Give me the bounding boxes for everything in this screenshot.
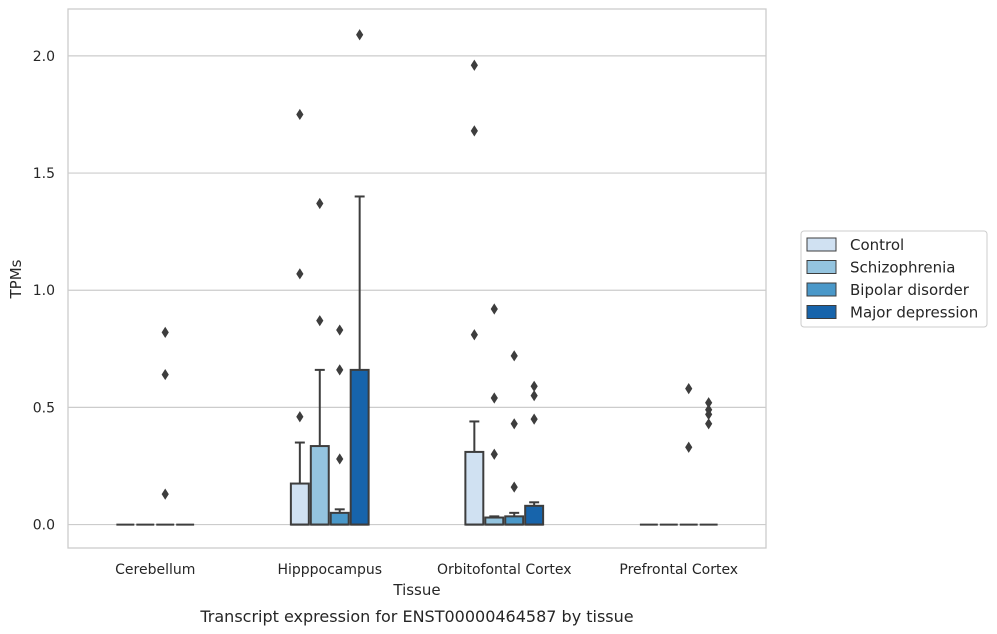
x-axis-label: Tissue [392,581,440,599]
gridlines [68,55,766,526]
y-axis-label: TPMs [7,259,25,299]
outlier-point [470,329,478,341]
legend-swatch [806,260,837,274]
outliers [161,29,713,500]
box-schizophrenia [484,515,505,526]
outlier-point [530,380,538,392]
box-body [349,368,370,526]
x-tick-label: Cerebellum [115,562,195,578]
y-tick-label: 2.0 [33,49,55,65]
legend-frame [800,230,988,328]
outlier-point [296,108,304,121]
box-control [464,420,485,526]
y-tick-label: 0.5 [33,400,55,416]
outlier-point [510,418,518,430]
outlier-point [490,392,498,404]
box-body [484,516,505,526]
box-major-depression [349,195,370,526]
plot-area-frame [67,8,767,549]
x-tick-label: Prefrontal Cortex [619,562,738,578]
box-major-depression [524,501,545,526]
legend-swatch [806,305,837,319]
box-body [504,515,525,526]
box-schizophrenia [309,368,330,526]
outlier-point [510,481,518,493]
outlier-point [296,411,304,423]
box-body [289,482,310,526]
y-tick-label: 1.5 [33,166,55,182]
outlier-point [685,383,693,395]
legend-swatch [806,282,837,297]
outlier-point [316,197,324,210]
chart-caption: Transcript expression for ENST0000046458… [199,607,633,626]
legend-label: Control [850,236,904,254]
outlier-point [470,125,478,137]
x-tick-label: Orbitofontal Cortex [437,562,572,578]
legend-entries: Control Schizophrenia Bipolar disorder Majo… [806,236,978,322]
box-control [289,441,310,526]
outlier-point [336,364,344,376]
outlier-point [705,418,713,430]
box-body [309,445,330,526]
outlier-point [336,324,344,336]
legend-label: Schizophrenia [850,259,955,277]
y-tick-label: 1.0 [33,283,55,299]
x-axis-ticks: Cerebellum Hipppocampus Orbitofontal Corte… [115,562,738,578]
box-bipolar-disorder [329,508,350,526]
box-body [464,450,485,526]
outlier-point [705,404,713,416]
outlier-point [356,29,364,41]
outlier-point [705,397,713,409]
outlier-point [296,268,304,280]
outlier-point [161,368,169,381]
y-axis-ticks: 0.0 0.5 1.0 1.5 2.0 [33,49,55,534]
outlier-point [530,390,538,402]
outlier-point [490,448,498,460]
outlier-point [161,488,169,500]
legend: Control Schizophrenia Bipolar disorder Majo… [800,230,988,328]
outlier-point [470,59,478,71]
outlier-point [316,315,324,327]
outlier-point [685,441,693,453]
outlier-point [161,326,169,338]
y-tick-label: 0.0 [33,518,55,534]
outlier-point [530,413,538,425]
outlier-point [490,303,498,315]
boxes [116,195,718,526]
box-bipolar-disorder [504,511,525,526]
outlier-point [336,453,344,465]
legend-label: Major depression [850,304,978,322]
legend-swatch [806,237,837,252]
box-body [329,511,350,526]
box-body [524,504,545,526]
x-tick-label: Hipppocampus [277,562,382,578]
legend-label: Bipolar disorder [850,281,970,299]
outlier-point [510,350,518,362]
